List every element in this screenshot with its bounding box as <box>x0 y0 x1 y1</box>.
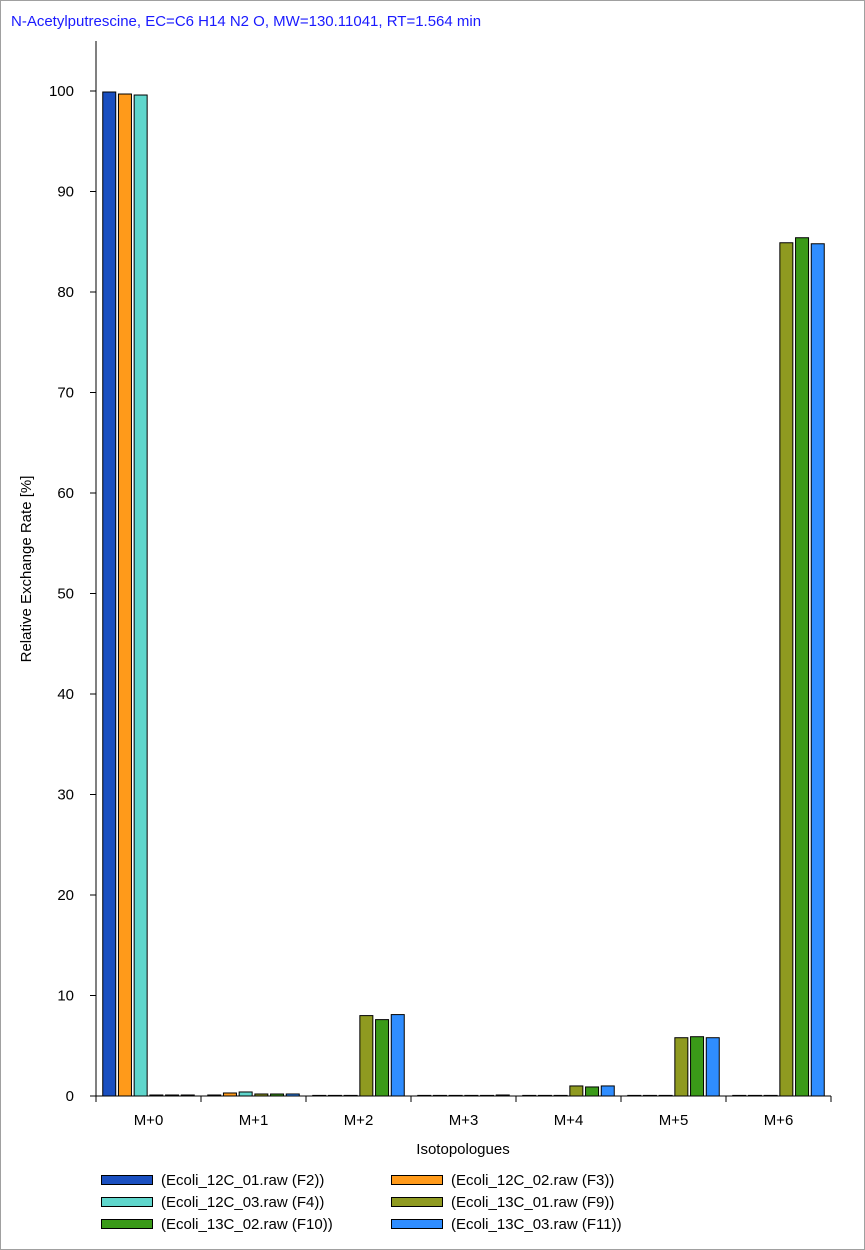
x-tick-label: M+1 <box>239 1112 269 1129</box>
bar <box>585 1086 600 1097</box>
bar <box>795 237 810 1097</box>
bar <box>327 1094 342 1097</box>
bar <box>432 1094 447 1097</box>
bar <box>102 91 117 1097</box>
bar <box>537 1094 552 1097</box>
x-tick-label: M+4 <box>554 1112 584 1129</box>
x-tick-label: M+0 <box>134 1112 164 1129</box>
bar <box>207 1094 222 1097</box>
bar <box>222 1092 237 1097</box>
legend-swatch <box>101 1175 153 1185</box>
y-tick-label: 0 <box>66 1088 74 1105</box>
legend-label: (Ecoli_13C_03.raw (F11)) <box>451 1215 622 1233</box>
legend-label: (Ecoli_13C_02.raw (F10)) <box>161 1215 333 1233</box>
legend-item: (Ecoli_13C_03.raw (F11)) <box>391 1215 622 1233</box>
y-axis: 0 10 20 30 40 50 60 70 80 90 100 <box>49 41 97 1105</box>
bar <box>359 1015 374 1097</box>
bar <box>642 1094 657 1097</box>
bar <box>417 1094 432 1097</box>
bar <box>779 242 794 1097</box>
bar <box>375 1019 390 1097</box>
x-axis: M+0 M+1 M+2 M+3 M+4 M+5 M+6 <box>95 1095 832 1129</box>
bar <box>180 1094 195 1097</box>
bar <box>705 1037 720 1097</box>
legend-label: (Ecoli_12C_01.raw (F2)) <box>161 1171 325 1189</box>
y-axis-label: Relative Exchange Rate [%] <box>18 476 35 663</box>
bar <box>117 93 132 1097</box>
bar <box>238 1091 253 1097</box>
y-tick-label: 70 <box>57 385 74 402</box>
bar <box>553 1094 568 1097</box>
y-tick-label: 90 <box>57 184 74 201</box>
y-tick-label: 30 <box>57 787 74 804</box>
x-axis-label: Isotopologues <box>416 1141 509 1158</box>
legend-item: (Ecoli_13C_01.raw (F9)) <box>391 1193 614 1211</box>
legend-swatch <box>391 1175 443 1185</box>
bar <box>165 1094 180 1097</box>
legend-swatch <box>101 1197 153 1207</box>
x-tick-label: M+5 <box>659 1112 689 1129</box>
bar <box>312 1094 327 1097</box>
y-tick-label: 50 <box>57 586 74 603</box>
bar <box>658 1094 673 1097</box>
bar <box>464 1094 479 1097</box>
bar <box>343 1094 358 1097</box>
y-tick-label: 80 <box>57 284 74 301</box>
x-tick-label: M+2 <box>344 1112 374 1129</box>
legend-item: (Ecoli_12C_01.raw (F2)) <box>101 1171 324 1189</box>
legend-item: (Ecoli_12C_03.raw (F4)) <box>101 1193 324 1211</box>
bar <box>285 1093 300 1097</box>
legend-swatch <box>391 1219 443 1229</box>
bar <box>747 1094 762 1097</box>
bar <box>600 1085 615 1097</box>
bar <box>690 1036 705 1097</box>
bar <box>522 1094 537 1097</box>
bar <box>270 1093 285 1097</box>
legend-swatch <box>101 1219 153 1229</box>
legend-item: (Ecoli_12C_02.raw (F3)) <box>391 1171 614 1189</box>
chart-title: N-Acetylputrescine, EC=C6 H14 N2 O, MW=1… <box>11 13 482 30</box>
bar <box>133 94 148 1097</box>
bar <box>674 1037 689 1097</box>
y-tick-label: 20 <box>57 887 74 904</box>
legend-label: (Ecoli_12C_02.raw (F3)) <box>451 1171 615 1189</box>
legend-label: (Ecoli_13C_01.raw (F9)) <box>451 1193 615 1211</box>
y-tick-label: 40 <box>57 686 74 703</box>
bar <box>732 1094 747 1097</box>
bar <box>627 1094 642 1097</box>
y-tick-label: 10 <box>57 988 74 1005</box>
bar <box>254 1093 269 1097</box>
legend: (Ecoli_12C_01.raw (F2)) (Ecoli_12C_02.raw… <box>101 1171 721 1237</box>
bars <box>102 91 825 1097</box>
legend-item: (Ecoli_13C_02.raw (F10)) <box>101 1215 333 1233</box>
bar <box>390 1014 405 1097</box>
legend-swatch <box>391 1197 443 1207</box>
bar <box>810 243 825 1097</box>
x-tick-label: M+3 <box>449 1112 479 1129</box>
y-tick-label: 60 <box>57 485 74 502</box>
bar <box>149 1094 164 1097</box>
bar <box>763 1094 778 1097</box>
bar <box>448 1094 463 1097</box>
x-tick-label: M+6 <box>764 1112 794 1129</box>
bar <box>495 1094 510 1097</box>
y-tick-label: 100 <box>49 83 74 100</box>
legend-label: (Ecoli_12C_03.raw (F4)) <box>161 1193 325 1211</box>
bar <box>569 1085 584 1097</box>
bar <box>480 1094 495 1097</box>
